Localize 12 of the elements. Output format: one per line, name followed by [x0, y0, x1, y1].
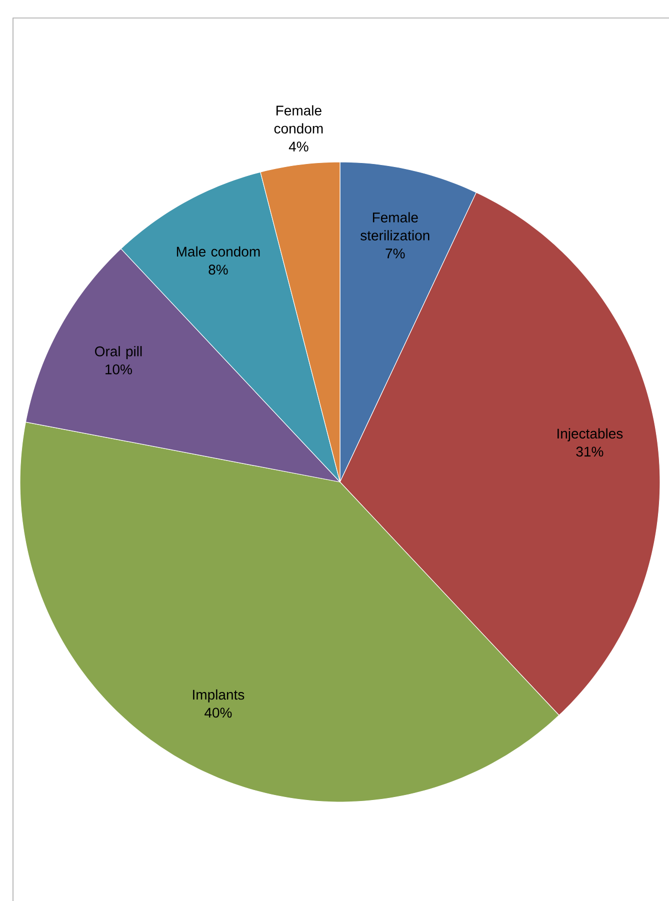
data-label: 4%	[288, 142, 308, 152]
slice-label: Female condom	[274, 105, 323, 134]
data-label: 40%	[204, 708, 232, 718]
data-label: 31%	[576, 446, 604, 457]
data-label: 8%	[208, 264, 228, 275]
data-label: 7%	[386, 248, 405, 258]
slice-label: Male condom	[176, 246, 260, 257]
slice-label: Female sterilization	[360, 212, 430, 240]
slice-label: Injectables	[558, 428, 623, 442]
data-label: 10%	[106, 364, 132, 374]
slice-label: Implants	[193, 689, 244, 702]
slice-label: Oral pill	[95, 346, 142, 360]
